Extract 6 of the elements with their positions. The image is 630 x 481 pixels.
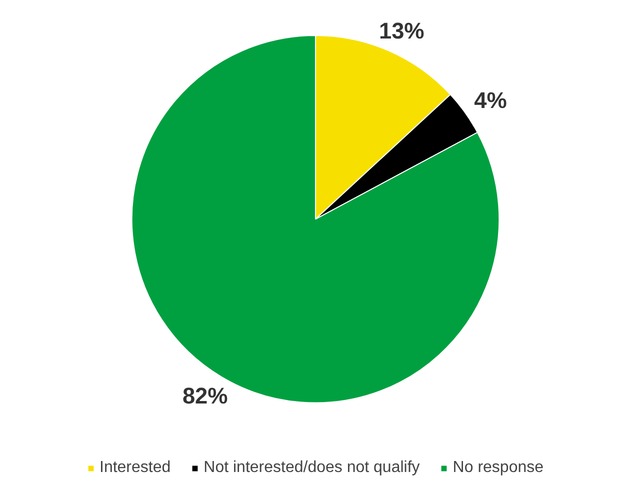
data-label: 4% xyxy=(474,86,507,113)
data-label: 82% xyxy=(182,382,228,409)
data-label: 13% xyxy=(378,18,424,44)
legend-label: Not interested/does not qualify xyxy=(204,459,420,477)
legend-label: No response xyxy=(452,459,544,477)
legend-label: Interested xyxy=(99,459,171,477)
